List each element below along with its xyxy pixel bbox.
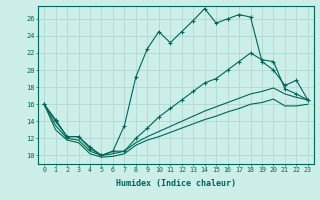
- X-axis label: Humidex (Indice chaleur): Humidex (Indice chaleur): [116, 179, 236, 188]
